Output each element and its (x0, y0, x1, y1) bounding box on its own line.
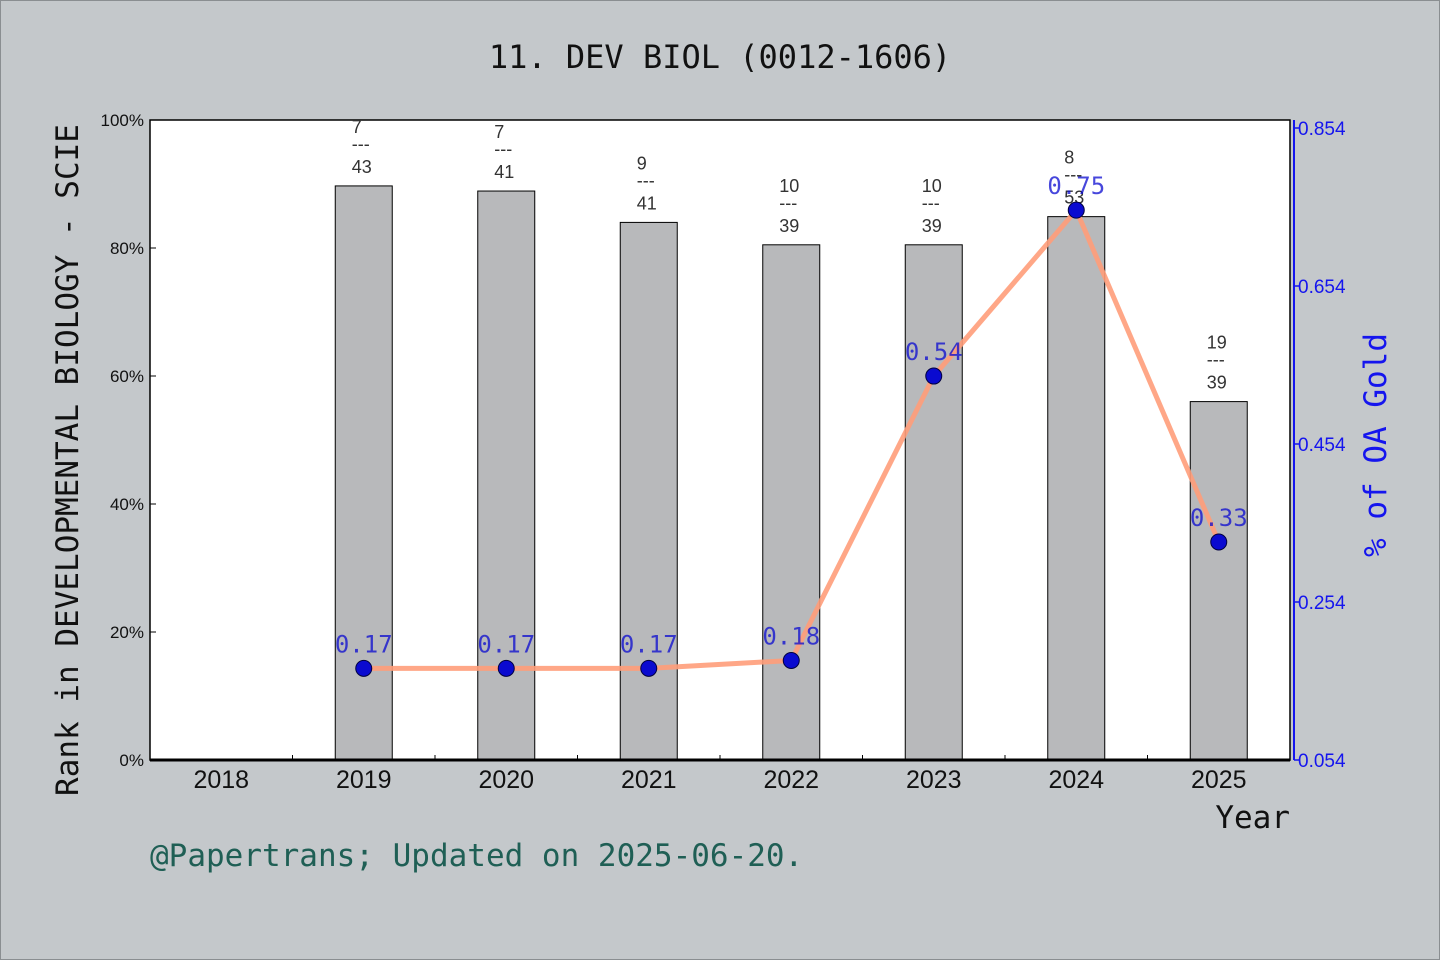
x-axis-label: Year (1215, 800, 1290, 836)
oa-gold-label-2019: 0.17 (335, 630, 393, 658)
oa-gold-point-2025 (1210, 533, 1228, 551)
bar-label-rank: 7 (352, 117, 362, 137)
y-axis-right-label: % of OA Gold (1358, 333, 1394, 557)
y-left-tick-label: 40% (110, 495, 144, 514)
y-right-tick-label: 0.054 (1298, 751, 1346, 772)
bar-label-sep: --- (779, 193, 797, 213)
chart-title: 11. DEV BIOL (0012-1606) (489, 38, 951, 76)
bar-2021 (619, 221, 678, 761)
x-tick-label-2019: 2019 (336, 766, 392, 794)
bar-label-sep: --- (1207, 350, 1225, 370)
x-tick-label-2021: 2021 (621, 766, 677, 794)
y-left-tick-label: 60% (110, 367, 144, 386)
y-left-tick-label: 100% (101, 111, 144, 130)
oa-gold-label-2022: 0.18 (762, 622, 820, 650)
line-layer: 0.17 0.17 0.17 0.18 0.54 0.75 0.33 (335, 172, 1248, 677)
oa-gold-point-2020 (497, 659, 515, 677)
y-axis-left-label: Rank in DEVELOPMENTAL BIOLOGY - SCIE (50, 124, 86, 796)
bar-2022 (762, 244, 821, 761)
bar-label-sep: --- (637, 170, 655, 190)
bar-label-sep: --- (352, 134, 370, 154)
y-left-tick-label: 80% (110, 239, 144, 258)
bar-2024 (1047, 216, 1106, 761)
oa-gold-label-2024: 0.75 (1047, 172, 1105, 200)
x-tick-label-2022: 2022 (763, 766, 819, 794)
bar-label-total: 39 (922, 216, 942, 236)
x-tick-label-2018: 2018 (193, 766, 249, 794)
bar-labels-layer: 7---437---41 9---4110---3910---398---5319… (352, 117, 1227, 393)
x-tick-label-2023: 2023 (906, 766, 962, 794)
y-right-tick-label: 0.654 (1298, 277, 1346, 298)
oa-gold-label-2020: 0.17 (477, 630, 535, 658)
oa-gold-point-2023 (925, 367, 943, 385)
x-tick-label-2020: 2020 (478, 766, 534, 794)
bar-label-sep: --- (494, 139, 512, 159)
bar-label-rank: 19 (1207, 333, 1227, 353)
bar-label-rank: 10 (779, 176, 799, 196)
bar-label-rank: 8 (1064, 148, 1074, 168)
oa-gold-label-2025: 0.33 (1190, 504, 1248, 532)
bar-label-total: 43 (352, 157, 372, 177)
bar-2025 (1189, 401, 1248, 761)
bar-label-rank: 10 (922, 176, 942, 196)
bar-label-rank: 9 (637, 153, 647, 173)
bar-label-total: 41 (637, 193, 657, 213)
bar-2023 (904, 244, 963, 761)
bar-label-total: 39 (1207, 373, 1227, 393)
oa-gold-label-2023: 0.54 (905, 338, 963, 366)
y-left-tick-label: 20% (110, 623, 144, 642)
oa-gold-label-2021: 0.17 (620, 630, 678, 658)
bar-label-sep: --- (1064, 165, 1082, 185)
oa-gold-point-2019 (355, 659, 373, 677)
oa-gold-point-2024 (1067, 201, 1085, 219)
oa-gold-point-2021 (640, 659, 658, 677)
x-tick-label-2024: 2024 (1048, 766, 1104, 794)
footer-credit: @Papertrans; Updated on 2025-06-20. (150, 838, 803, 874)
y-left-tick-label: 0% (119, 751, 144, 770)
y-right-tick-label: 0.454 (1298, 435, 1346, 456)
bar-label-total: 41 (494, 162, 514, 182)
bar-label-total: 39 (779, 216, 799, 236)
bar-label-rank: 7 (494, 122, 504, 142)
x-tick-label-2025: 2025 (1191, 766, 1247, 794)
y-right-tick-label: 0.254 (1298, 593, 1346, 614)
y-right-tick-label: 0.854 (1298, 119, 1346, 140)
oa-gold-point-2022 (782, 651, 800, 669)
bar-label-sep: --- (922, 193, 940, 213)
axes-layer: 2018 2019 2020 2021 2022 2023 2024 2025 0% 20% 40%… (101, 111, 1346, 794)
